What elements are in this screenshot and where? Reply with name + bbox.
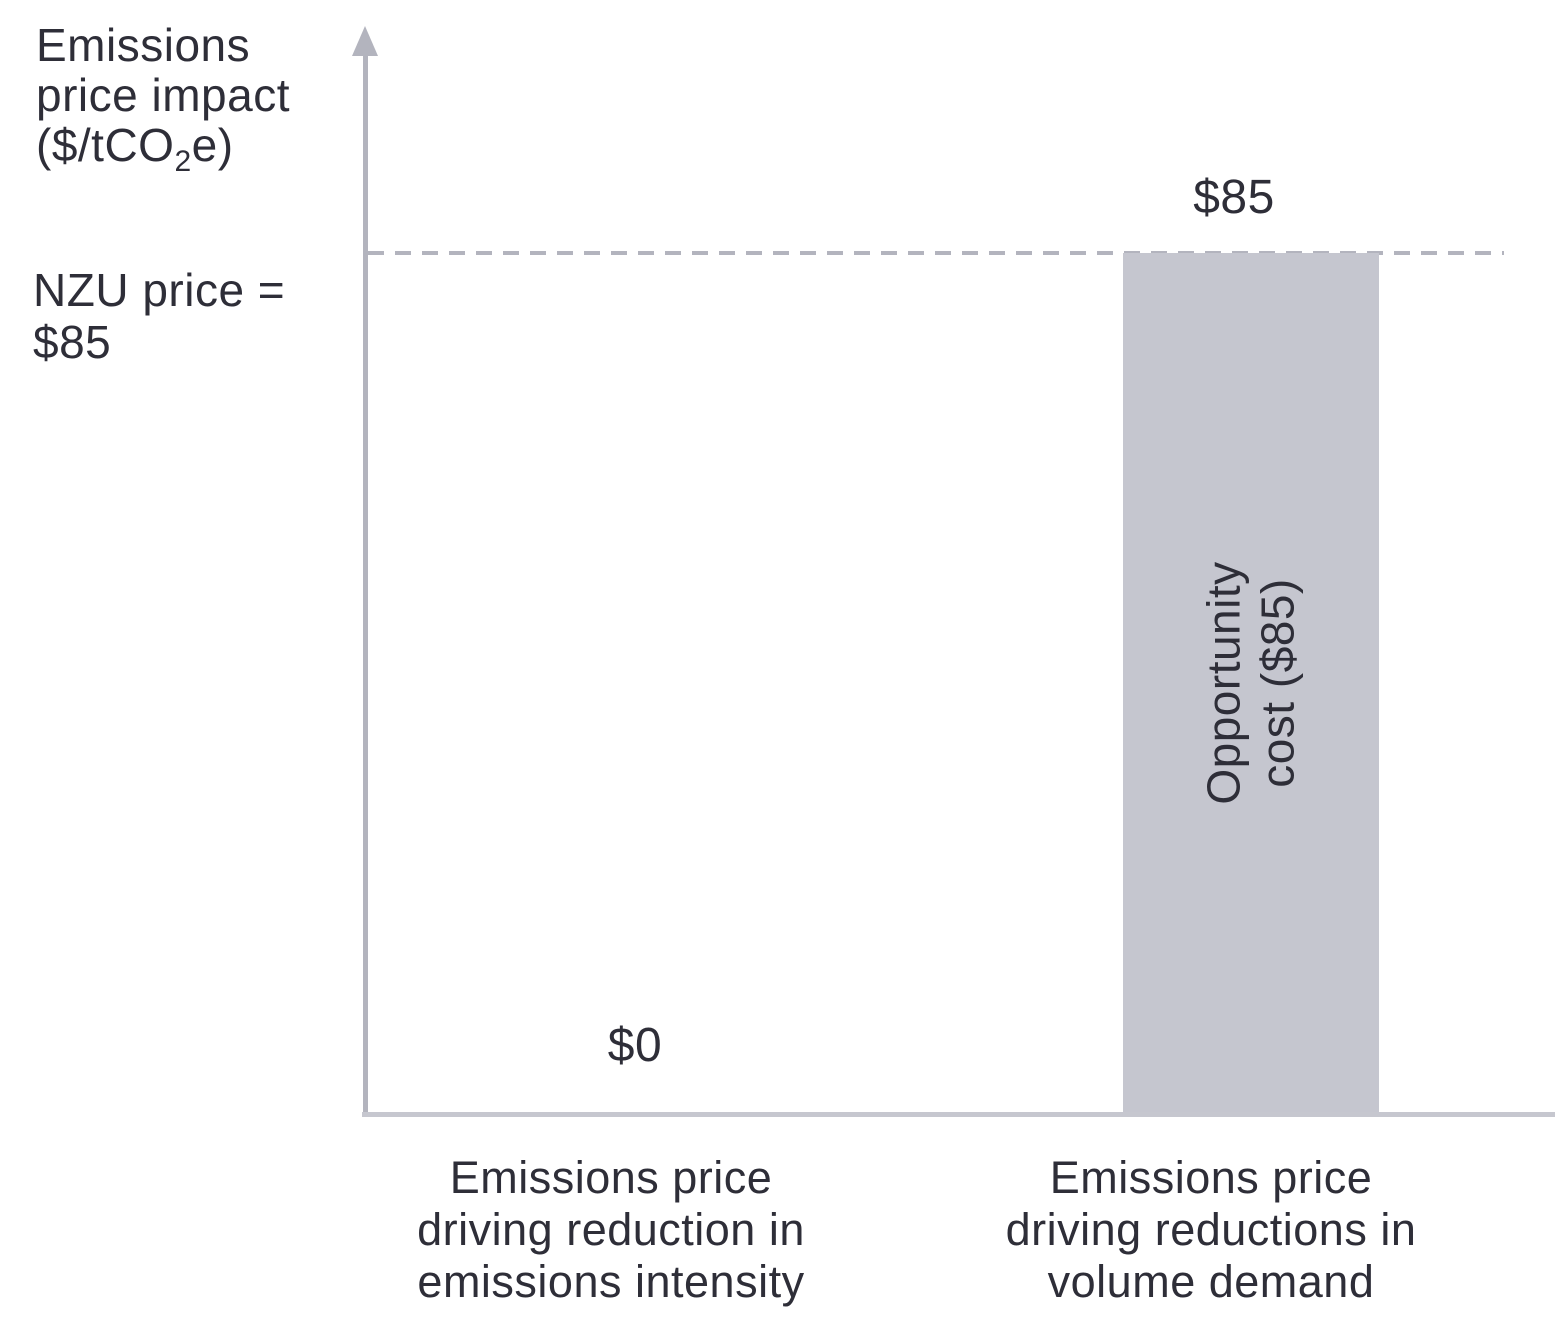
opportunity-cost-bar: Opportunity cost ($85) — [1123, 253, 1379, 1112]
y-axis-unit-subscript: 2 — [174, 145, 192, 178]
y-axis-unit-prefix: ($/tCO — [36, 119, 175, 171]
value-label-emissions-intensity: $0 — [607, 1019, 663, 1072]
y-axis-title-line2: price impact — [36, 69, 290, 121]
category-label-emissions-intensity: Emissions price driving reduction in emi… — [417, 1152, 805, 1307]
reference-line-label: NZU price = $85 — [33, 264, 286, 368]
category-label-volume-demand: Emissions price driving reductions in vo… — [1005, 1152, 1417, 1307]
y-axis-title-line3: ($/tCO2e) — [36, 119, 290, 177]
bar-annotation: Opportunity cost ($85) — [1197, 560, 1304, 805]
reference-dashed-line — [368, 251, 1504, 255]
y-axis-line — [363, 52, 368, 1115]
y-axis-arrow-icon — [352, 26, 378, 56]
y-axis-title: Emissions price impact ($/tCO2e) — [36, 19, 290, 177]
y-axis-unit-suffix: e) — [191, 119, 234, 171]
y-axis-title-line1: Emissions — [36, 19, 251, 71]
value-label-volume-demand: $85 — [1193, 171, 1275, 224]
x-axis-line — [362, 1112, 1555, 1117]
